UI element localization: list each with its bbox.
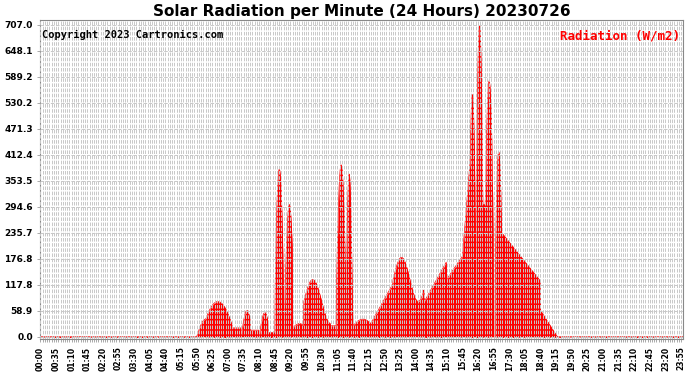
Title: Solar Radiation per Minute (24 Hours) 20230726: Solar Radiation per Minute (24 Hours) 20… — [152, 4, 571, 19]
Text: Copyright 2023 Cartronics.com: Copyright 2023 Cartronics.com — [41, 30, 223, 40]
Text: Radiation (W/m2): Radiation (W/m2) — [560, 30, 680, 43]
